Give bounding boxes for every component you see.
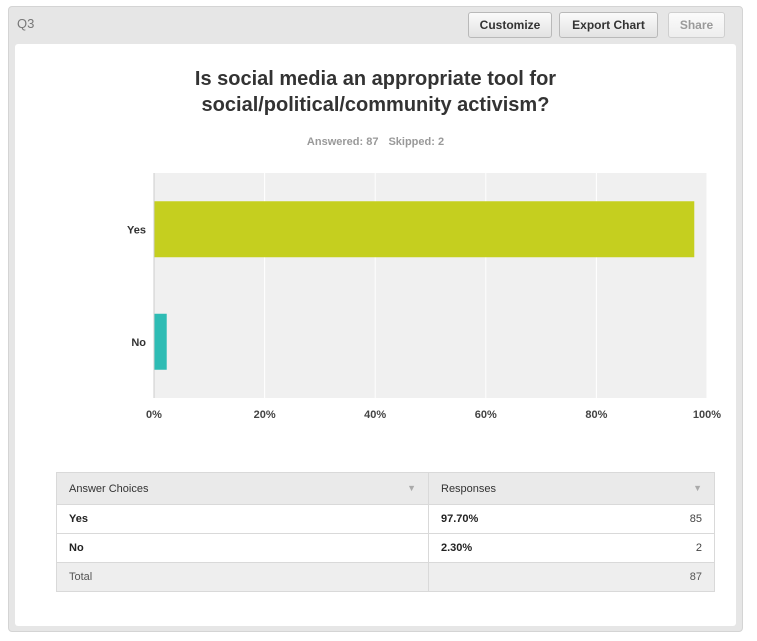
table-total-row: Total 87: [56, 562, 715, 592]
answered-count: Answered: 87: [306, 136, 379, 148]
skipped-count: Skipped: 2: [388, 136, 445, 148]
sort-caret-icon[interactable]: ▼: [407, 482, 416, 493]
responses-table: Answer Choices ▼ Responses ▼ Yes 97.70% 85…: [56, 472, 715, 592]
table-header-row: Answer Choices ▼ Responses ▼: [56, 472, 715, 505]
choice-count: 2: [607, 533, 715, 563]
table-row: Yes 97.70% 85: [56, 504, 715, 534]
share-button[interactable]: Share: [668, 12, 725, 38]
choice-percent: 2.30%: [427, 533, 608, 563]
x-tick-label: 100%: [693, 409, 721, 421]
sort-caret-icon[interactable]: ▼: [693, 482, 702, 493]
question-panel: Q3 Customize Export Chart Share Is socia…: [8, 6, 743, 632]
total-label: Total: [56, 562, 429, 592]
chart-card: Is social media an appropriate tool for …: [15, 44, 736, 626]
x-tick-label: 0%: [146, 409, 162, 421]
total-count: 87: [607, 562, 715, 592]
export-chart-button[interactable]: Export Chart: [559, 12, 658, 38]
x-tick-label: 40%: [364, 409, 386, 421]
bar-yes: [154, 201, 695, 258]
y-category-label: Yes: [127, 224, 146, 236]
choice-count: 85: [607, 504, 715, 534]
x-tick-label: 20%: [254, 409, 276, 421]
bar-no: [154, 313, 167, 370]
choice-label: Yes: [56, 504, 429, 534]
answer-choices-header[interactable]: Answer Choices ▼: [56, 472, 429, 505]
chart-title-line-1: Is social media an appropriate tool for: [194, 68, 557, 90]
customize-button[interactable]: Customize: [468, 12, 552, 38]
bar-chart: 0% 20% 40% 60% 80% 100% Yes No: [127, 173, 721, 421]
choice-label: No: [56, 533, 429, 563]
y-category-label: No: [131, 337, 146, 349]
response-summary: Answered: 87 Skipped: 2: [15, 136, 736, 148]
choice-percent: 97.70%: [427, 504, 608, 534]
chart-title-line-2: social/political/community activism?: [201, 94, 550, 116]
x-tick-label: 80%: [585, 409, 607, 421]
table-row: No 2.30% 2: [56, 533, 715, 563]
chart-title: Is social media an appropriate tool for …: [15, 66, 736, 118]
x-tick-label: 60%: [475, 409, 497, 421]
question-id: Q3: [17, 16, 35, 31]
responses-header[interactable]: Responses ▼: [428, 472, 715, 505]
